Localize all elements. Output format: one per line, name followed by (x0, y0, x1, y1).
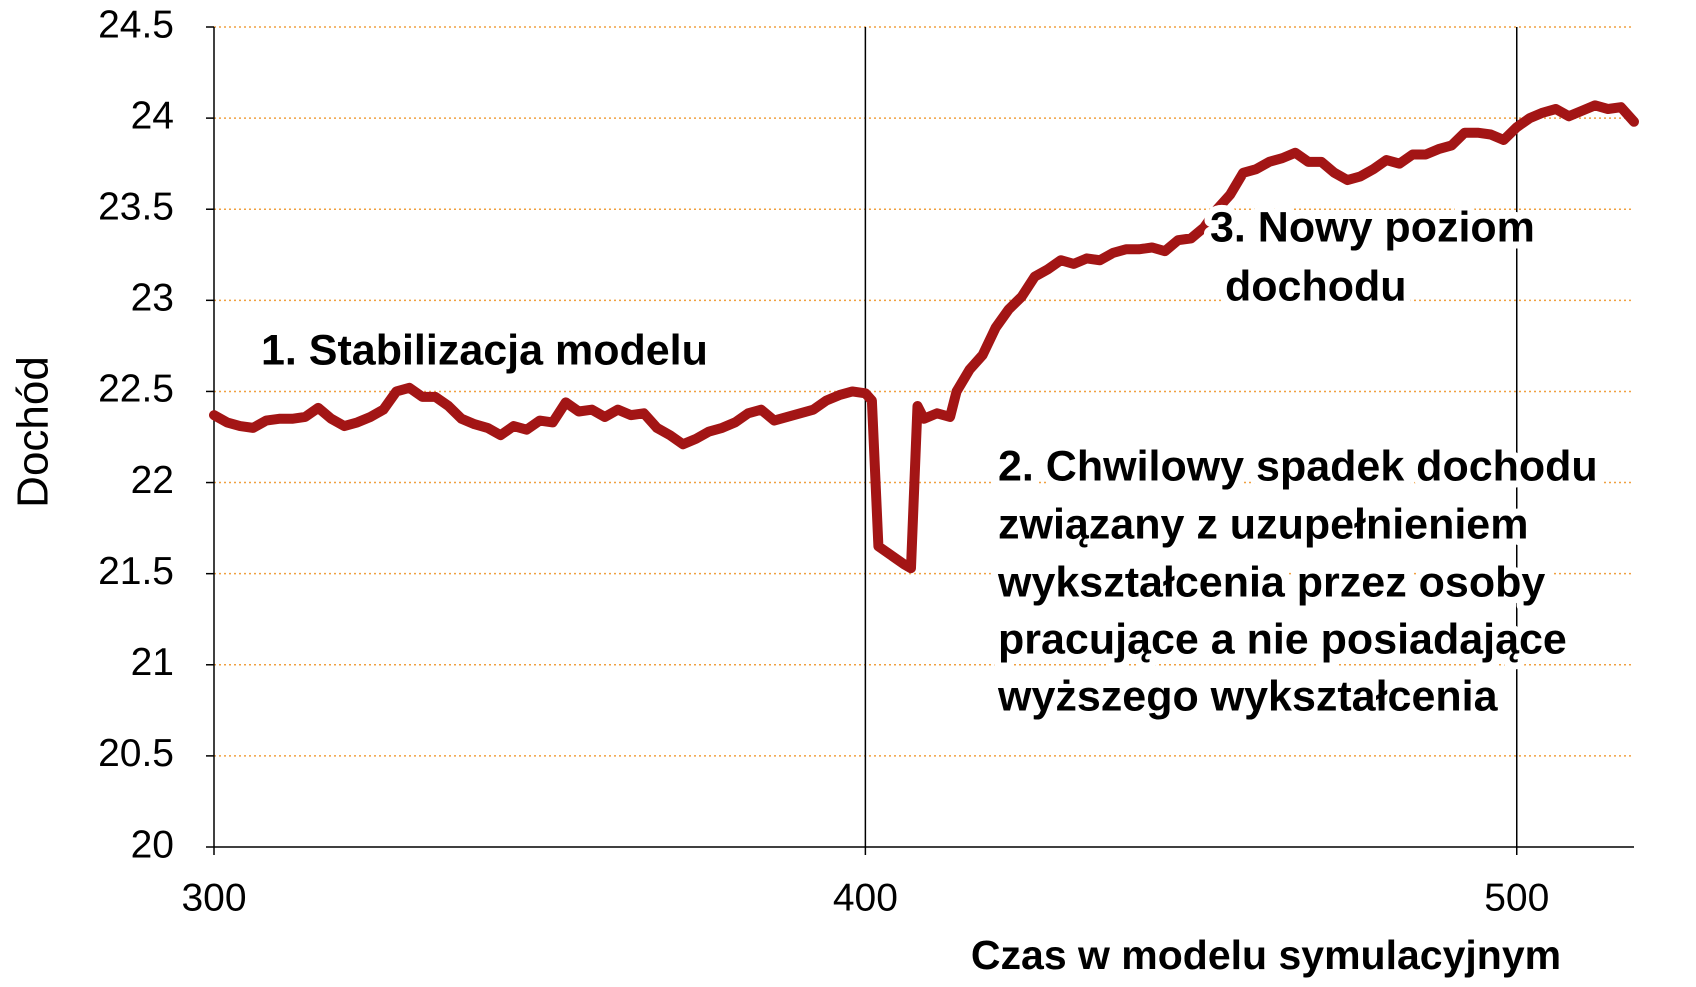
y-tick-label: 23.5 (98, 186, 174, 229)
annotation: pracujące a nie posiadające (998, 615, 1567, 663)
annotation: wykształcenia przez osoby (997, 558, 1545, 606)
annotation: związany z uzupełnieniem (998, 500, 1528, 548)
y-tick-label: 21.5 (98, 550, 174, 593)
x-tick-label: 500 (1484, 876, 1549, 919)
y-tick-label: 24.5 (98, 3, 174, 46)
data-line (209, 100, 1639, 574)
x-axis-label: Czas w modelu symulacyjnym (971, 932, 1561, 978)
y-tick-label: 23 (131, 277, 174, 320)
annotation: wyższego wykształcenia (997, 672, 1499, 720)
y-tick-label: 22 (131, 459, 174, 502)
y-tick-label: 21 (131, 641, 174, 684)
y-tick-label: 20.5 (98, 732, 174, 775)
annotation: 1. Stabilizacja modelu (261, 326, 708, 374)
y-tick-label: 20 (131, 823, 174, 866)
y-axis-label: Dochód (9, 356, 58, 508)
annotation: 3. Nowy poziom (1210, 203, 1535, 251)
annotation: dochodu (1225, 262, 1407, 310)
y-tick-label: 24 (131, 94, 174, 137)
y-tick-label: 22.5 (98, 368, 174, 411)
x-tick-label: 300 (181, 876, 246, 919)
annotation: 2. Chwilowy spadek dochodu (998, 442, 1598, 490)
x-tick-label: 400 (833, 876, 898, 919)
